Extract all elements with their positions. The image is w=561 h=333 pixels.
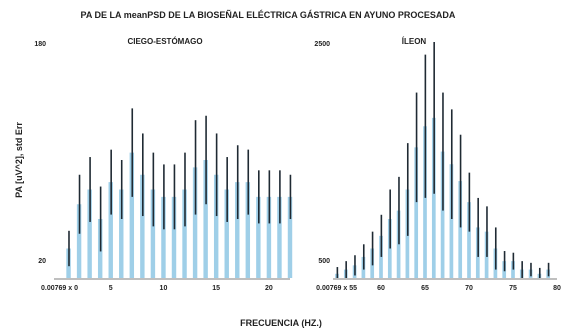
y-tick-label: 180 [34, 41, 46, 48]
bar [235, 182, 240, 278]
panel-ciego-estomago: CIEGO-ESTÓMAGO 180 20 0.00769 x 0 5 10 15 20 [34, 37, 293, 292]
x-tick-label: 0.00769 x 55 [316, 285, 357, 292]
x-tick-label: 10 [160, 285, 168, 292]
bar [266, 196, 272, 278]
x-tick-label: 5 [109, 285, 113, 292]
bar [440, 151, 445, 278]
panel-ileon: ÍLEON 2500 500 0.00769 x 55 60 65 70 75 80 [314, 37, 561, 292]
y-tick-label: 2500 [314, 41, 330, 48]
bar [467, 202, 471, 278]
panel-title: CIEGO-ESTÓMAGO [127, 37, 202, 46]
panel-title: ÍLEON [402, 37, 427, 46]
bar [192, 167, 198, 278]
x-tick-label: 20 [265, 285, 273, 292]
bar [431, 117, 436, 278]
bar [203, 160, 208, 278]
figure-title: PA DE LA meanPSD DE LA BIOSEÑAL ELÉCTRIC… [81, 10, 456, 20]
bar [119, 189, 124, 278]
y-axis-label: PA [uV^2], std Err [14, 122, 24, 198]
bar [108, 182, 113, 278]
x-axis-label: FRECUENCIA (HZ.) [240, 318, 322, 328]
bar [224, 189, 229, 278]
bar [182, 189, 187, 278]
bar [423, 126, 427, 279]
bar [150, 189, 156, 278]
x-tick-label: 65 [421, 285, 429, 292]
x-tick-label: 0.00769 x 0 [41, 285, 78, 292]
bar [379, 235, 383, 278]
bar [449, 164, 454, 278]
bar [256, 196, 261, 278]
x-tick-label: 75 [509, 285, 517, 292]
x-tick-label: 15 [212, 285, 220, 292]
bar [140, 174, 145, 278]
bar [213, 174, 219, 278]
bar [129, 152, 135, 278]
bar [287, 196, 293, 278]
y-tick-label: 500 [318, 258, 330, 265]
bar [87, 189, 92, 278]
bar [76, 204, 82, 278]
bar [171, 196, 177, 278]
bar [458, 181, 463, 278]
x-tick-label: 60 [377, 285, 385, 292]
bar [277, 196, 282, 278]
bar [414, 147, 419, 278]
bar [161, 196, 166, 278]
x-tick-label: 70 [465, 285, 473, 292]
x-tick-label: 80 [553, 285, 561, 292]
y-tick-label: 20 [38, 258, 46, 265]
bar [245, 182, 251, 278]
